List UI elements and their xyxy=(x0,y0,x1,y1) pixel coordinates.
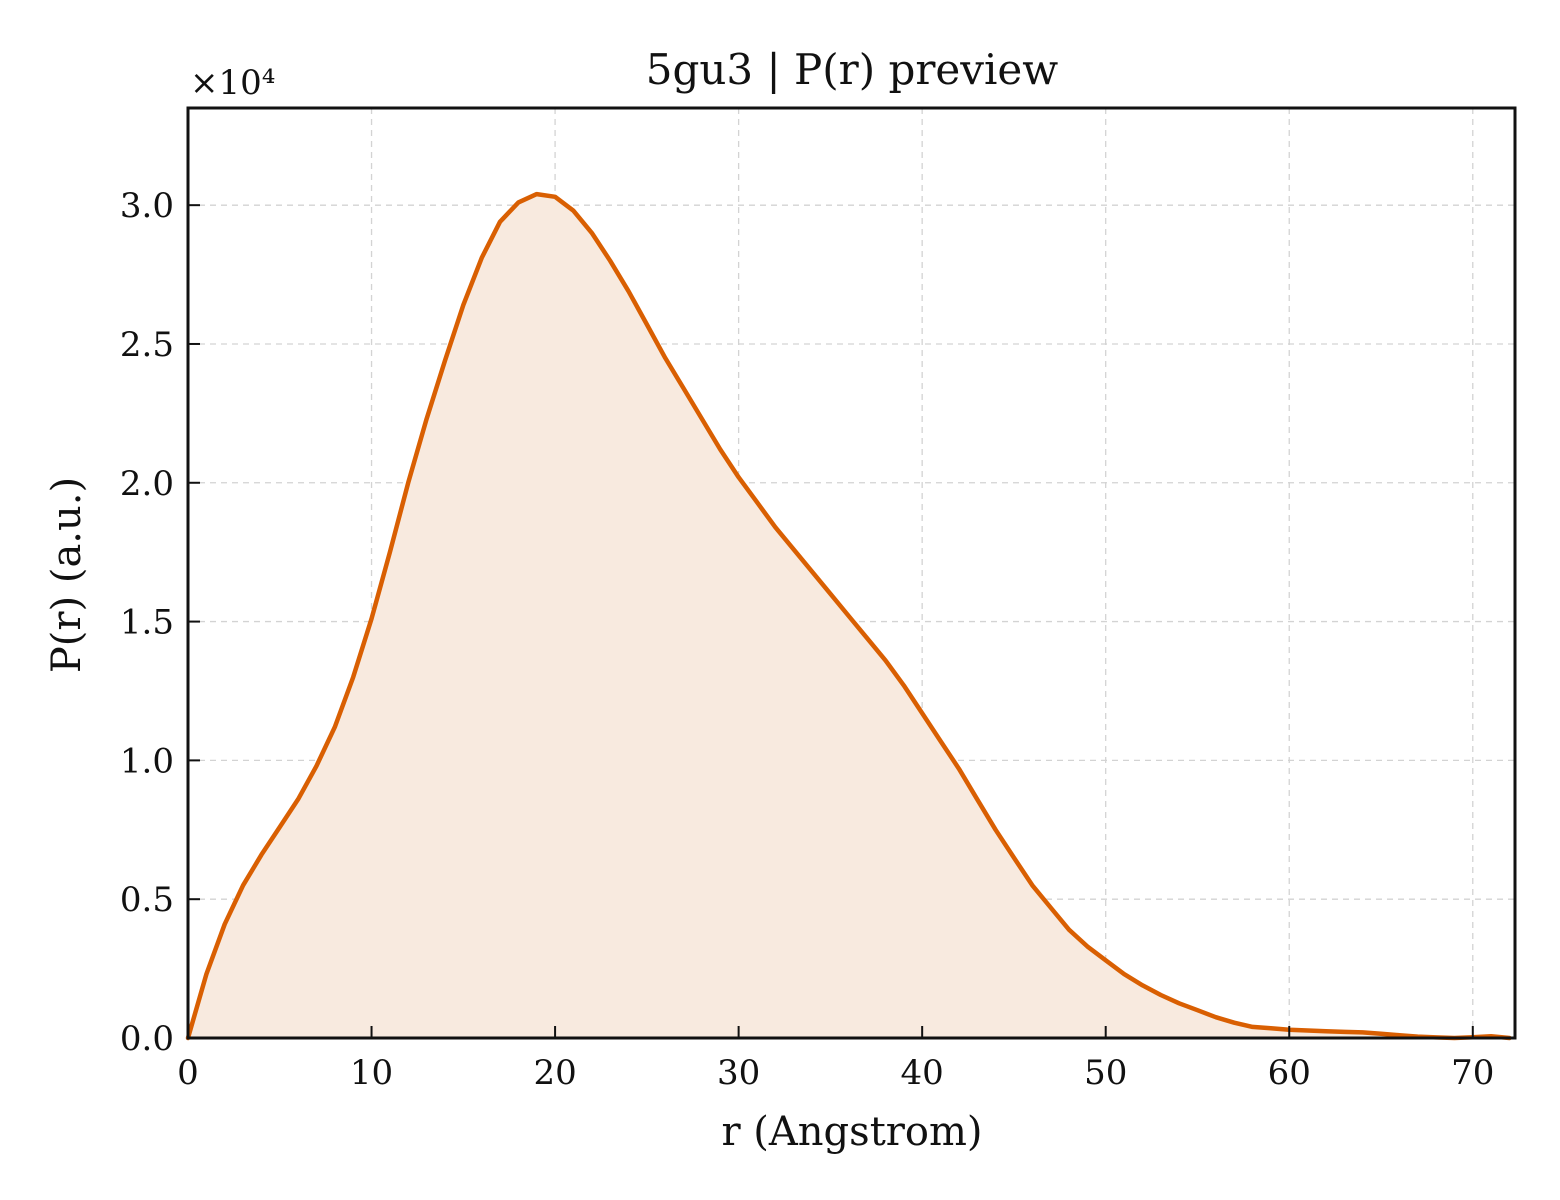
x-tick-label: 10 xyxy=(350,1053,393,1093)
x-tick-label: 50 xyxy=(1084,1053,1127,1093)
y-multiplier: ×10⁴ xyxy=(190,63,275,103)
y-tick-label: 1.5 xyxy=(120,603,174,643)
y-axis-label: P(r) (a.u.) xyxy=(44,477,90,673)
x-tick-label: 30 xyxy=(717,1053,760,1093)
y-tick-label: 1.0 xyxy=(120,741,174,781)
chart-title: 5gu3 | P(r) preview xyxy=(646,45,1059,94)
plot-frame xyxy=(186,106,1517,1040)
axis-ticks: 0 10 20 30 40 50 60 70 0.0 0.5 1.0 1.5 2.0 2.5 3.0 xyxy=(120,186,1494,1093)
y-tick-label: 3.0 xyxy=(120,186,174,226)
x-tick-label: 20 xyxy=(533,1053,576,1093)
y-tick-label: 2.0 xyxy=(120,464,174,504)
pr-area-fill xyxy=(188,194,1510,1039)
x-tick-label: 0 xyxy=(177,1053,199,1093)
x-axis-label: r (Angstrom) xyxy=(721,1109,982,1155)
y-tick-label: 2.5 xyxy=(120,325,174,365)
y-tick-label: 0.0 xyxy=(120,1019,174,1059)
x-tick-label: 40 xyxy=(901,1053,944,1093)
y-tick-label: 0.5 xyxy=(120,880,174,920)
x-tick-label: 70 xyxy=(1451,1053,1494,1093)
x-tick-label: 60 xyxy=(1268,1053,1311,1093)
